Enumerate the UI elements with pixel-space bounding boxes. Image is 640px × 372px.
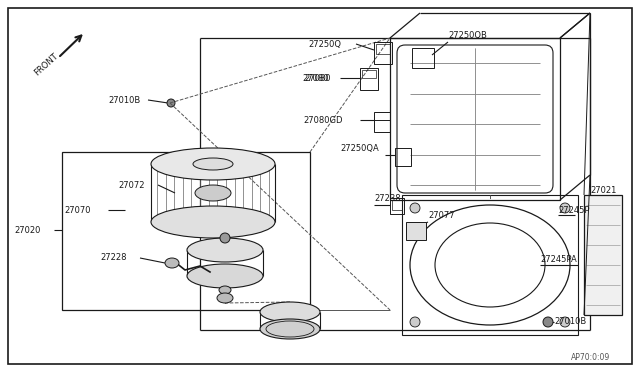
Ellipse shape (219, 286, 231, 294)
Text: 27238: 27238 (374, 193, 401, 202)
Ellipse shape (151, 206, 275, 238)
Text: 27020: 27020 (14, 225, 40, 234)
Text: 27080: 27080 (304, 74, 330, 83)
Ellipse shape (187, 264, 263, 288)
Text: 27010B: 27010B (554, 317, 586, 327)
Bar (390, 198, 404, 214)
Bar (406, 222, 426, 240)
Ellipse shape (260, 302, 320, 322)
Ellipse shape (410, 317, 420, 327)
Text: 27021: 27021 (590, 186, 616, 195)
Text: 27077: 27077 (428, 211, 454, 219)
Text: 27080GD: 27080GD (303, 115, 342, 125)
Ellipse shape (195, 185, 231, 201)
Bar (362, 70, 376, 78)
Ellipse shape (151, 148, 275, 180)
Ellipse shape (560, 203, 570, 213)
Ellipse shape (220, 233, 230, 243)
Bar (374, 112, 390, 132)
Text: 27245P: 27245P (558, 205, 589, 215)
Ellipse shape (167, 99, 175, 107)
Bar (395, 148, 411, 166)
Text: AP70:0:09: AP70:0:09 (571, 353, 610, 362)
Text: 27072: 27072 (118, 180, 145, 189)
Bar (360, 68, 378, 90)
Ellipse shape (260, 319, 320, 339)
Bar (62, 152, 310, 310)
Bar (402, 195, 578, 335)
Text: 27010B: 27010B (108, 96, 140, 105)
Text: 27080: 27080 (302, 74, 328, 83)
Bar (376, 44, 390, 54)
Bar (392, 200, 402, 210)
Bar (390, 38, 560, 200)
Ellipse shape (165, 258, 179, 268)
Bar (584, 195, 622, 315)
Text: 27250QB: 27250QB (448, 31, 487, 39)
Text: 27250QA: 27250QA (340, 144, 379, 153)
Text: 27250Q: 27250Q (308, 39, 341, 48)
Text: 27070: 27070 (64, 205, 90, 215)
Ellipse shape (543, 317, 553, 327)
Text: 27245PA: 27245PA (540, 256, 577, 264)
Text: FRONT: FRONT (32, 52, 60, 78)
Ellipse shape (193, 158, 233, 170)
Text: 27228: 27228 (100, 253, 127, 263)
Bar (374, 42, 392, 64)
Ellipse shape (217, 293, 233, 303)
Ellipse shape (410, 203, 420, 213)
Ellipse shape (560, 317, 570, 327)
Bar (412, 48, 434, 68)
Ellipse shape (187, 238, 263, 262)
